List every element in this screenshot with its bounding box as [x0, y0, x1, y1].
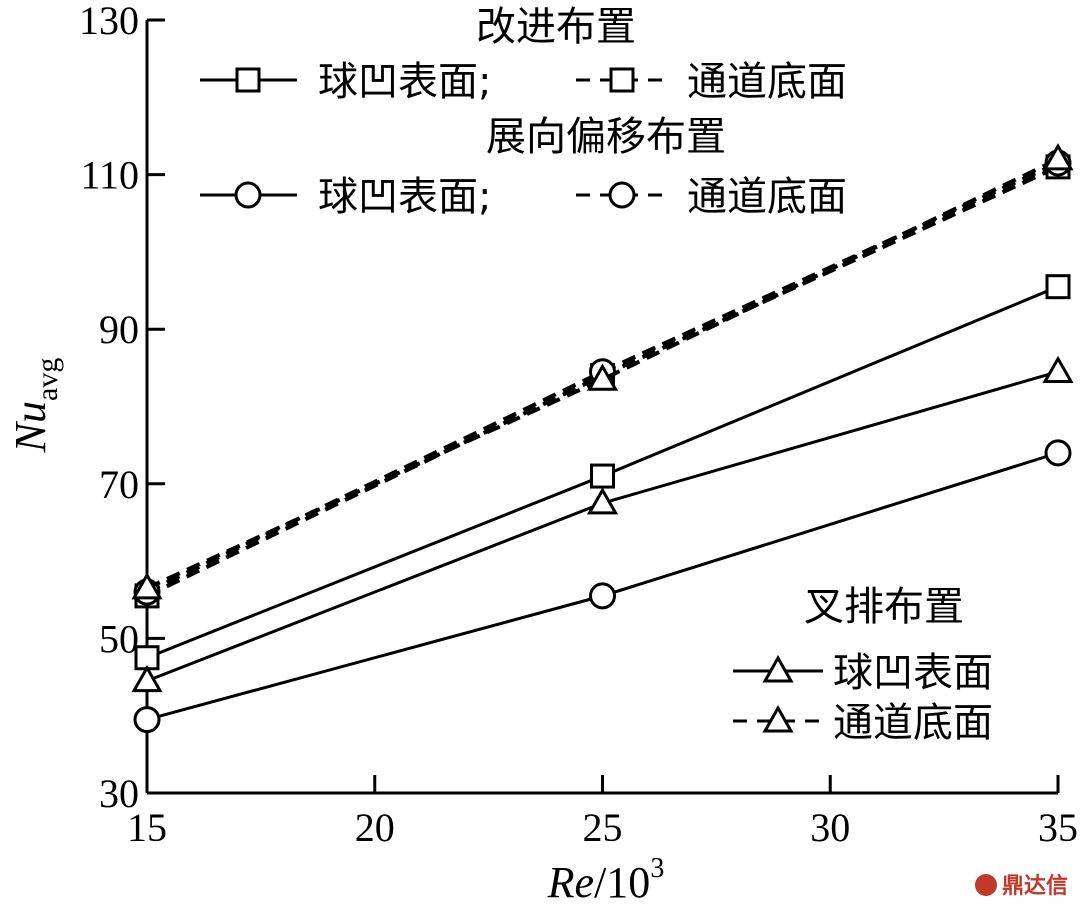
- y-tick-label: 130: [79, 0, 139, 43]
- legend-group2-solid-label: 球凹表面;: [318, 174, 491, 220]
- legend-group2-solid-sample: [200, 181, 297, 209]
- triangle-marker: [586, 363, 619, 391]
- x-axis-title-sup: 3: [650, 853, 664, 884]
- series-line: [146, 370, 1059, 683]
- series-line: [146, 165, 1059, 598]
- series-5: [131, 143, 1074, 600]
- legend-group3-title: 叉排布置: [804, 584, 964, 630]
- legend-group1-dashed-label: 通道底面: [687, 59, 847, 105]
- y-tick-label: 90: [99, 307, 139, 352]
- series-0: [134, 274, 1071, 671]
- series-4: [131, 355, 1074, 693]
- y-tick-label: 30: [99, 771, 139, 816]
- y-tick-label: 70: [99, 462, 139, 507]
- axis-ticks: [145, 18, 1060, 795]
- x-axis-title: Re/103: [547, 853, 665, 906]
- triangle-marker: [131, 664, 163, 693]
- legend-group1-dashed-sample: [576, 67, 670, 93]
- legend-group2-dashed-sample: [576, 181, 670, 209]
- legend-group1-title: 改进布置: [476, 4, 636, 50]
- square-marker: [1045, 274, 1071, 300]
- y-axis-title-sub: avg: [31, 358, 64, 401]
- square-marker: [590, 463, 615, 489]
- y-axis-title-main: Nu: [6, 401, 55, 453]
- legend-group3-solid-label: 球凹表面: [833, 650, 993, 696]
- x-tick-label: 25: [583, 805, 623, 850]
- circle-marker: [133, 706, 161, 734]
- x-tick-label: 15: [127, 805, 167, 850]
- legend-group2-dashed-label: 通道底面: [687, 174, 847, 220]
- y-axis-title: Nuavg: [6, 358, 64, 454]
- x-tick-label: 30: [810, 805, 850, 850]
- data-series: [131, 143, 1074, 734]
- watermark-text: 鼎达信: [1002, 873, 1068, 899]
- y-tick-label: 50: [99, 616, 139, 661]
- legend-group3-dashed-sample: [733, 704, 823, 733]
- circle-marker: [1044, 439, 1072, 467]
- legend-group1-solid-sample: [200, 67, 297, 93]
- triangle-marker: [1042, 143, 1074, 171]
- series-2: [133, 439, 1072, 734]
- legend-group3-dashed-label: 通道底面: [833, 700, 993, 746]
- y-tick-label: 110: [80, 153, 139, 198]
- triangle-marker: [131, 572, 163, 600]
- watermark: 鼎达信: [975, 873, 1068, 899]
- triangle-marker: [586, 487, 619, 515]
- watermark-logo-icon: [975, 874, 997, 896]
- legend-group1-solid-label: 球凹表面;: [318, 59, 491, 105]
- series-line: [146, 157, 1059, 590]
- triangle-marker: [1042, 355, 1074, 383]
- x-axis-title-rest: /10: [594, 858, 650, 906]
- legend-group3-solid-sample: [733, 654, 823, 683]
- x-axis-title-main: Re: [547, 858, 594, 906]
- x-tick-label: 35: [1038, 805, 1078, 850]
- x-tick-label: 20: [355, 805, 395, 850]
- axis-tick-labels: 15 20 25 30 35 30 50 70 90 110 130: [79, 0, 1078, 850]
- legend-group2-title: 展向偏移布置: [486, 114, 726, 160]
- circle-marker: [589, 582, 616, 610]
